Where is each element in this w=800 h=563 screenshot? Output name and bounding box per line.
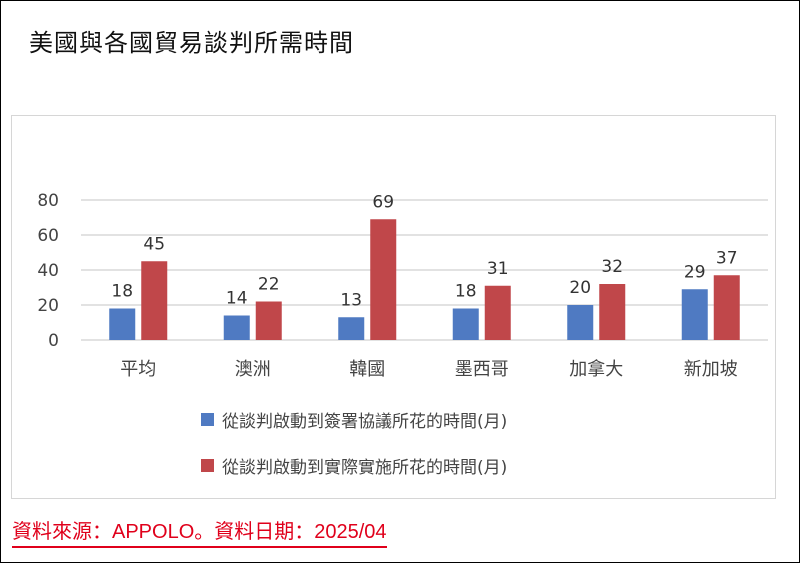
source-note: 資料來源：APPOLO。資料日期：2025/04 [12, 515, 387, 548]
data-label: 22 [258, 275, 280, 295]
legend-swatch-series-1 [201, 412, 214, 426]
bar-1-墨西哥 [452, 308, 479, 340]
bar-2-澳洲 [255, 301, 282, 340]
legend-item-series-2: 從談判啟動到實際實施所花的時間(月) [201, 452, 701, 478]
bar-2-韓國 [370, 219, 397, 340]
x-tick-label: 墨西哥 [455, 359, 509, 380]
data-label: 37 [716, 248, 738, 268]
data-label: 31 [487, 259, 509, 279]
legend: 從談判啟動到簽署協議所花的時間(月) 從談判啟動到實際實施所花的時間(月) [201, 406, 701, 498]
legend-swatch-series-2 [201, 458, 214, 472]
data-label: 18 [111, 282, 133, 302]
y-tick-label: 20 [37, 296, 59, 316]
legend-item-series-1: 從談判啟動到簽署協議所花的時間(月) [201, 406, 701, 432]
chart-title: 美國與各國貿易談判所需時間 [29, 29, 354, 57]
data-label: 45 [143, 234, 165, 254]
bar-2-加拿大 [599, 284, 626, 340]
legend-label-series-2: 從談判啟動到實際實施所花的時間(月) [222, 457, 508, 478]
data-label: 69 [372, 192, 394, 212]
x-tick-label: 平均 [120, 359, 156, 380]
bar-1-加拿大 [567, 305, 594, 340]
x-tick-label: 韓國 [349, 359, 385, 380]
bar-2-平均 [141, 261, 168, 340]
data-label: 14 [226, 289, 248, 309]
x-tick-label: 加拿大 [569, 358, 623, 380]
bar-2-新加坡 [713, 275, 740, 340]
x-tick-label: 新加坡 [684, 359, 738, 380]
x-tick-label: 澳洲 [235, 359, 271, 380]
bar-1-澳洲 [223, 315, 250, 340]
y-tick-label: 80 [37, 191, 59, 211]
data-label: 20 [569, 278, 591, 298]
y-tick-label: 60 [37, 226, 59, 246]
bar-1-平均 [109, 308, 136, 340]
y-tick-label: 40 [37, 261, 59, 281]
y-tick-label: 0 [48, 331, 59, 351]
data-label: 32 [601, 257, 623, 277]
data-label: 18 [455, 282, 477, 302]
legend-label-series-1: 從談判啟動到簽署協議所花的時間(月) [222, 411, 508, 432]
data-label: 13 [340, 290, 362, 310]
bar-2-墨西哥 [484, 285, 511, 340]
data-label: 29 [684, 262, 706, 282]
bar-1-韓國 [338, 317, 365, 340]
bar-1-新加坡 [681, 289, 708, 340]
